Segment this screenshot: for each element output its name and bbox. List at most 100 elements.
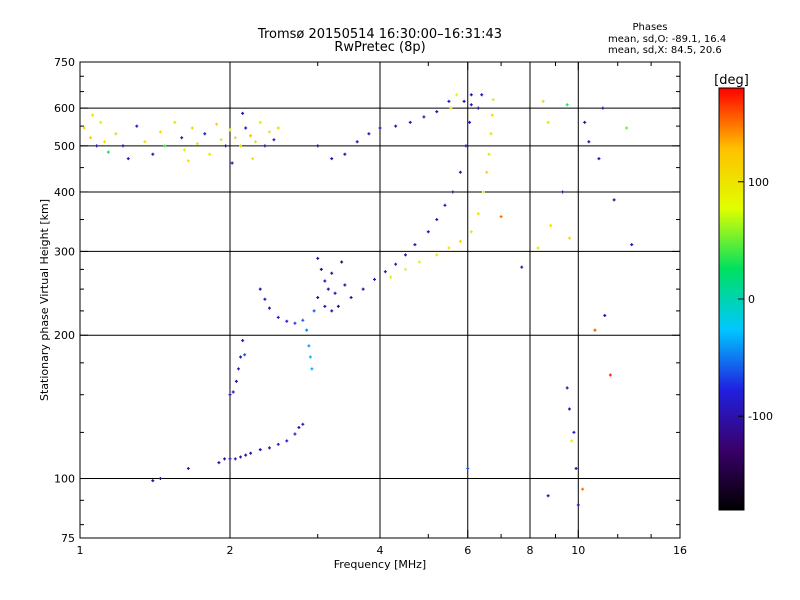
data-point — [312, 309, 316, 313]
x-tick-label: 6 — [464, 544, 471, 557]
data-point — [561, 190, 565, 194]
data-point — [243, 353, 247, 357]
data-point — [151, 152, 155, 156]
data-point — [244, 453, 248, 457]
data-point — [239, 355, 243, 359]
data-point — [549, 224, 553, 228]
data-point — [468, 120, 472, 124]
data-point — [485, 170, 489, 174]
data-point — [301, 422, 305, 426]
data-point — [367, 132, 371, 136]
y-tick-label: 300 — [54, 245, 75, 258]
data-point — [546, 120, 550, 124]
colorbar-label: [deg] — [714, 73, 749, 88]
data-point — [349, 296, 353, 300]
y-tick-label: 400 — [54, 186, 75, 199]
data-point — [490, 113, 494, 117]
data-point — [426, 230, 430, 234]
data-point — [215, 122, 219, 126]
data-point — [355, 140, 359, 144]
y-axis-label: Stationary phase Virtual Height [km] — [38, 199, 51, 401]
data-point — [481, 190, 485, 194]
data-point — [310, 367, 314, 371]
data-point — [565, 103, 569, 107]
data-point — [316, 256, 320, 260]
y-tick-label: 200 — [54, 329, 75, 342]
data-point — [625, 126, 629, 130]
data-point — [343, 152, 347, 156]
data-point — [217, 461, 221, 465]
data-point — [323, 279, 327, 283]
data-point — [276, 442, 280, 446]
data-point — [285, 439, 289, 443]
data-point — [135, 124, 139, 128]
data-point — [466, 466, 470, 470]
data-point — [231, 390, 235, 394]
data-point — [601, 106, 605, 110]
data-point — [567, 236, 571, 240]
data-point — [476, 212, 480, 216]
data-point — [451, 190, 455, 194]
chart-subtitle: RwPretec (8p) — [334, 40, 426, 55]
colorbar: 100 0 -100 [deg] — [714, 73, 773, 511]
data-point — [186, 159, 190, 163]
data-point — [462, 99, 466, 103]
data-point — [326, 287, 330, 291]
data-point — [208, 152, 212, 156]
data-point — [236, 367, 240, 371]
data-point — [458, 239, 462, 243]
x-tick-label: 10 — [571, 544, 585, 557]
data-point — [597, 157, 601, 161]
data-point — [330, 157, 334, 161]
data-point — [293, 432, 297, 436]
data-point — [126, 157, 130, 161]
data-point — [186, 466, 190, 470]
data-point — [239, 144, 243, 148]
data-point — [499, 215, 503, 219]
data-point — [489, 132, 493, 136]
data-point — [263, 144, 267, 148]
data-point — [91, 113, 95, 117]
data-point — [576, 503, 580, 507]
data-point — [469, 230, 473, 234]
data-point — [343, 283, 347, 287]
data-point — [99, 120, 103, 124]
data-point — [403, 253, 407, 257]
data-point — [158, 477, 162, 481]
colorbar-tick-label: 100 — [748, 176, 769, 189]
y-tick-label: 75 — [61, 532, 75, 545]
data-point — [447, 99, 451, 103]
data-point — [276, 126, 280, 130]
data-point — [239, 455, 243, 459]
data-point — [82, 126, 86, 130]
data-point — [413, 243, 417, 247]
data-point — [330, 309, 334, 313]
data-point — [258, 287, 262, 291]
data-point — [253, 140, 257, 144]
data-point — [103, 140, 107, 144]
x-tick-label: 16 — [673, 544, 687, 557]
data-point — [308, 355, 312, 359]
data-point — [373, 277, 377, 281]
axes: 1 2 4 6 8 10 16 75 100 200 300 400 500 600 750 Frequenc… — [38, 56, 687, 571]
data-point — [612, 198, 616, 202]
data-point — [267, 306, 271, 310]
data-point — [293, 321, 297, 325]
data-point — [476, 106, 480, 110]
data-point — [603, 314, 607, 318]
y-tick-label: 500 — [54, 140, 75, 153]
data-point — [570, 439, 574, 443]
data-point — [163, 144, 167, 148]
data-point — [403, 267, 407, 271]
phase-legend-o-mode: mean, sd,O: -89.1, 16.4 — [608, 34, 727, 45]
data-point — [219, 138, 223, 142]
data-point — [195, 142, 199, 146]
data-point — [233, 136, 237, 140]
data-point — [143, 140, 147, 144]
data-point — [583, 120, 587, 124]
data-point — [574, 466, 578, 470]
data-point — [608, 373, 612, 377]
data-point — [458, 170, 462, 174]
data-point — [567, 407, 571, 411]
data-point — [487, 152, 491, 156]
